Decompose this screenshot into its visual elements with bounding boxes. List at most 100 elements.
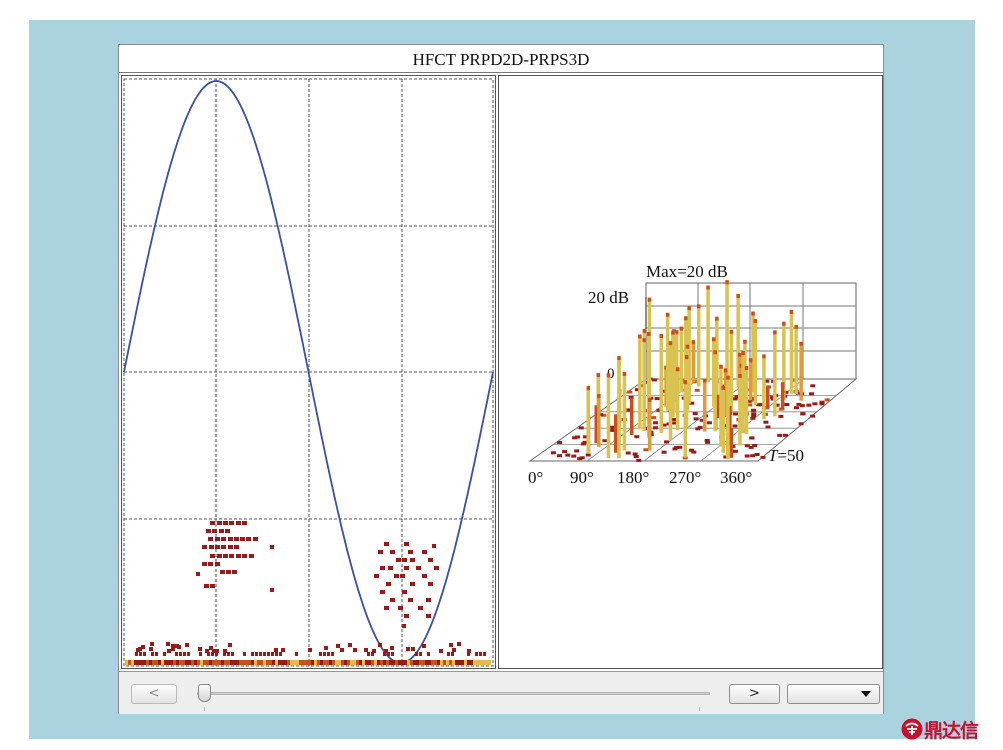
pulse-point bbox=[384, 606, 389, 610]
noise-point bbox=[215, 652, 218, 656]
prps-bar bbox=[638, 334, 642, 430]
pulse-point bbox=[229, 521, 234, 525]
floor-pulse-marker bbox=[634, 435, 640, 439]
noise-point bbox=[320, 660, 323, 665]
prps-bar-cap bbox=[647, 297, 652, 302]
floor-pulse-marker bbox=[810, 414, 816, 418]
floor-pulse-marker bbox=[694, 388, 700, 392]
noise-point bbox=[203, 660, 206, 665]
prps-bar bbox=[614, 414, 618, 453]
floor-pulse-marker bbox=[565, 453, 571, 457]
noise-point bbox=[259, 652, 262, 656]
noise-point bbox=[323, 652, 326, 656]
floor-pulse-marker bbox=[824, 398, 830, 402]
prps-bar-cap bbox=[679, 326, 684, 331]
noise-point bbox=[150, 642, 154, 646]
prps-bar bbox=[744, 366, 749, 434]
noise-point bbox=[188, 660, 191, 665]
prps-bar-cap bbox=[782, 321, 786, 326]
noise-point bbox=[251, 660, 254, 665]
pulse-point bbox=[221, 537, 226, 541]
noise-point bbox=[179, 652, 182, 656]
pulse-point bbox=[217, 521, 222, 525]
noise-point bbox=[205, 649, 209, 653]
noise-point bbox=[271, 652, 274, 656]
floor-pulse-marker bbox=[582, 440, 588, 444]
noise-point bbox=[434, 660, 437, 665]
floor-pulse-marker bbox=[746, 388, 752, 392]
noise-point bbox=[384, 649, 388, 653]
pulse-point bbox=[378, 550, 383, 554]
floor-pulse-marker bbox=[819, 400, 825, 404]
noise-point bbox=[383, 652, 386, 656]
noise-point bbox=[367, 652, 370, 656]
noise-point bbox=[317, 660, 320, 665]
noise-point bbox=[364, 648, 368, 652]
prps-bar-cap bbox=[638, 334, 642, 339]
pulse-point bbox=[204, 584, 209, 588]
floor-pulse-marker bbox=[748, 445, 754, 449]
prps-bar-cap bbox=[684, 316, 688, 321]
pulse-point bbox=[242, 554, 247, 558]
mode-dropdown[interactable] bbox=[787, 684, 880, 704]
floor-pulse-marker bbox=[810, 384, 816, 388]
previous-button[interactable]: < bbox=[131, 684, 177, 704]
noise-point bbox=[410, 660, 413, 665]
floor-pulse-marker bbox=[557, 454, 562, 458]
noise-point bbox=[485, 660, 488, 665]
prps-bar bbox=[697, 304, 701, 387]
floor-pulse-marker bbox=[750, 454, 756, 458]
prps-bar bbox=[679, 326, 684, 393]
slider-track[interactable] bbox=[197, 692, 710, 695]
slider-thumb[interactable] bbox=[198, 684, 211, 702]
floor-pulse-marker bbox=[706, 421, 712, 425]
prps-bar-cap bbox=[703, 378, 707, 383]
floor-pulse-marker bbox=[754, 453, 760, 456]
pulse-point bbox=[240, 537, 245, 541]
prpd2d-chart bbox=[123, 78, 494, 667]
noise-point bbox=[475, 652, 478, 656]
noise-point bbox=[209, 646, 213, 650]
next-button[interactable]: > bbox=[729, 684, 780, 704]
noise-point bbox=[248, 660, 251, 665]
pulse-point bbox=[428, 558, 433, 562]
noise-point bbox=[212, 660, 215, 665]
noise-point bbox=[211, 652, 214, 656]
t-axis-label: T=50 bbox=[768, 446, 804, 465]
noise-point bbox=[206, 660, 209, 665]
floor-pulse-marker bbox=[661, 450, 667, 454]
pulse-point bbox=[410, 558, 415, 562]
floor-pulse-marker bbox=[732, 397, 738, 401]
pulse-point bbox=[217, 554, 222, 558]
prps-bar bbox=[766, 386, 770, 410]
x-tick-270: 270° bbox=[669, 468, 701, 487]
noise-point bbox=[378, 643, 382, 647]
floor-pulse-marker bbox=[651, 416, 657, 420]
noise-point bbox=[167, 660, 170, 665]
floor-pulse-marker bbox=[705, 440, 710, 444]
floor-pulse-marker bbox=[585, 453, 591, 457]
noise-point bbox=[422, 660, 425, 665]
prps-bar bbox=[675, 367, 680, 431]
prps-bar-cap bbox=[668, 341, 673, 346]
noise-point bbox=[368, 660, 371, 665]
floor-pulse-marker bbox=[800, 412, 806, 416]
noise-point bbox=[372, 649, 376, 653]
pulse-point bbox=[202, 545, 207, 549]
floor-pulse-marker bbox=[794, 406, 799, 410]
floor-pulse-marker bbox=[628, 396, 634, 399]
noise-point bbox=[187, 652, 190, 656]
pulse-point bbox=[390, 550, 395, 554]
floor-pulse-marker bbox=[777, 433, 783, 437]
pulse-point bbox=[422, 550, 427, 554]
prps-bar-cap bbox=[617, 356, 621, 361]
floor-pulse-marker bbox=[752, 444, 758, 447]
noise-point bbox=[390, 646, 394, 650]
noise-point bbox=[482, 660, 485, 665]
prps-bar-cap bbox=[743, 339, 747, 344]
slider-tick-start bbox=[204, 707, 205, 711]
prps-bar-cap bbox=[697, 304, 701, 309]
pulse-point bbox=[402, 558, 407, 562]
prps-bar bbox=[773, 330, 777, 417]
pulse-point bbox=[270, 545, 274, 549]
